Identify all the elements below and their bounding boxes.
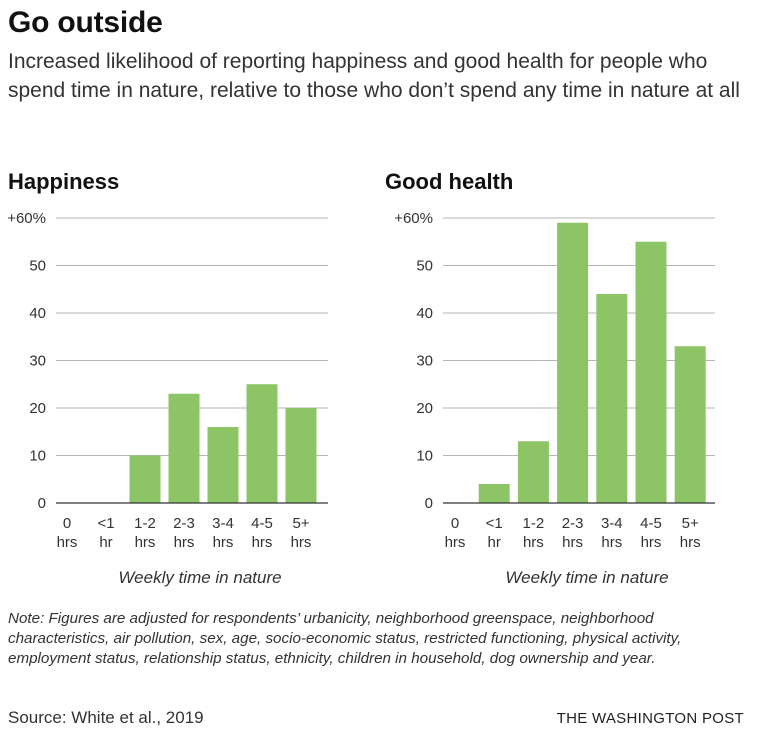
good-health-bar bbox=[557, 222, 589, 503]
good-health-bar bbox=[635, 241, 667, 503]
good-health-bar bbox=[478, 484, 510, 503]
happiness-ytick-label: +60% bbox=[7, 210, 46, 227]
happiness-xtick-label-unit: hrs bbox=[57, 534, 78, 551]
happiness-xaxis-label: Weekly time in nature bbox=[118, 568, 281, 587]
happiness-ytick-label: 0 bbox=[38, 495, 46, 512]
happiness-ytick-label: 40 bbox=[29, 305, 46, 322]
happiness-xtick-label: 1-2 bbox=[134, 515, 156, 532]
happiness-bar bbox=[168, 393, 200, 503]
happiness-ytick-label: 50 bbox=[29, 258, 46, 275]
good-health-xtick-label: <1 bbox=[486, 515, 503, 532]
good-health-xtick-label-unit: hrs bbox=[680, 534, 701, 551]
happiness-xtick-label-unit: hrs bbox=[291, 534, 312, 551]
happiness-xtick-label: 3-4 bbox=[212, 515, 234, 532]
good-health-xtick-label-unit: hrs bbox=[445, 534, 466, 551]
good-health-chart-title: Good health bbox=[385, 169, 513, 194]
good-health-xtick-label: 2-3 bbox=[562, 515, 584, 532]
happiness-bar bbox=[129, 455, 161, 503]
happiness-xtick-label-unit: hrs bbox=[252, 534, 273, 551]
happiness-xtick-label: 4-5 bbox=[251, 515, 273, 532]
good-health-bar bbox=[674, 346, 706, 503]
good-health-ytick-label: +60% bbox=[394, 210, 433, 227]
good-health-xtick-label-unit: hrs bbox=[641, 534, 662, 551]
source-line: Source: White et al., 2019 bbox=[8, 708, 204, 727]
good-health-ytick-label: 20 bbox=[416, 400, 433, 417]
good-health-xtick-label-unit: hrs bbox=[601, 534, 622, 551]
happiness-bar bbox=[246, 384, 278, 503]
good-health-ytick-label: 50 bbox=[416, 258, 433, 275]
good-health-xtick-label-unit: hrs bbox=[523, 534, 544, 551]
publisher-credit: THE WASHINGTON POST bbox=[556, 710, 744, 727]
happiness-xtick-label: 2-3 bbox=[173, 515, 195, 532]
good-health-bar bbox=[517, 441, 549, 503]
happiness-ytick-label: 20 bbox=[29, 400, 46, 417]
happiness-xtick-label-unit: hr bbox=[99, 534, 112, 551]
happiness-xtick-label-unit: hrs bbox=[213, 534, 234, 551]
good-health-ytick-label: 0 bbox=[425, 495, 433, 512]
page-subtitle: Increased likelihood of reporting happin… bbox=[8, 50, 740, 102]
good-health-ytick-label: 10 bbox=[416, 448, 433, 465]
good-health-ytick-label: 40 bbox=[416, 305, 433, 322]
good-health-xaxis-label: Weekly time in nature bbox=[505, 568, 668, 587]
good-health-xtick-label: 5+ bbox=[682, 515, 699, 532]
happiness-bar bbox=[285, 408, 317, 503]
footnote: Note: Figures are adjusted for responden… bbox=[8, 610, 682, 667]
good-health-xtick-label: 1-2 bbox=[523, 515, 545, 532]
happiness-bar bbox=[207, 427, 239, 503]
happiness-chart-title: Happiness bbox=[8, 169, 119, 194]
good-health-xtick-label: 4-5 bbox=[640, 515, 662, 532]
happiness-xtick-label: 0 bbox=[63, 515, 71, 532]
good-health-xtick-label: 0 bbox=[451, 515, 459, 532]
good-health-bar bbox=[596, 294, 628, 503]
happiness-xtick-label-unit: hrs bbox=[135, 534, 156, 551]
page-title: Go outside bbox=[8, 6, 163, 39]
good-health-xtick-label: 3-4 bbox=[601, 515, 623, 532]
good-health-xtick-label-unit: hrs bbox=[562, 534, 583, 551]
happiness-ytick-label: 30 bbox=[29, 353, 46, 370]
happiness-xtick-label-unit: hrs bbox=[174, 534, 195, 551]
happiness-xtick-label: 5+ bbox=[292, 515, 309, 532]
happiness-xtick-label: <1 bbox=[97, 515, 114, 532]
good-health-ytick-label: 30 bbox=[416, 353, 433, 370]
good-health-xtick-label-unit: hr bbox=[488, 534, 501, 551]
happiness-ytick-label: 10 bbox=[29, 448, 46, 465]
